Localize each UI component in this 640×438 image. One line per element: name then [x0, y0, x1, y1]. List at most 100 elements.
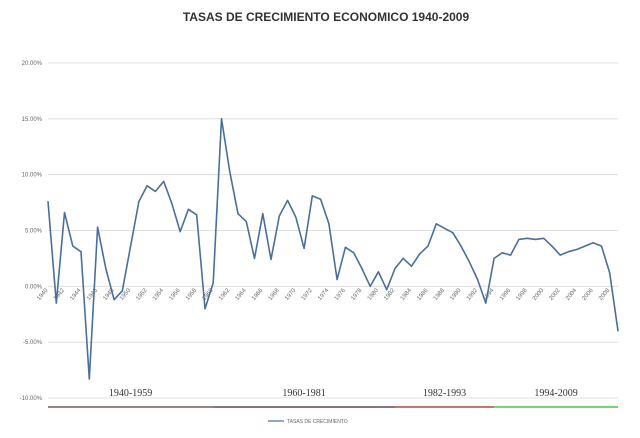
x-tick-label: 1982	[383, 287, 397, 302]
data-point	[402, 257, 404, 260]
data-point	[510, 254, 512, 256]
data-point	[526, 237, 528, 239]
data-point	[419, 253, 421, 255]
data-point	[600, 245, 603, 247]
x-tick-label: 2004	[565, 287, 579, 302]
data-point	[609, 272, 611, 274]
y-tick-label: 0.00%	[25, 284, 43, 290]
data-point	[63, 212, 66, 214]
data-point	[543, 237, 545, 239]
data-point	[534, 238, 536, 241]
data-point	[559, 254, 561, 256]
data-point	[220, 118, 223, 120]
x-tick-label: 1968	[268, 287, 282, 302]
y-tick-label: 5.00%	[25, 229, 43, 235]
data-point	[427, 245, 429, 247]
data-point	[336, 279, 338, 281]
data-point	[253, 257, 256, 260]
data-point	[386, 289, 388, 291]
x-tick-label: 1976	[334, 287, 348, 302]
data-point	[377, 271, 380, 273]
series-line	[47, 118, 619, 380]
data-point	[369, 285, 371, 287]
data-point	[196, 214, 198, 216]
x-tick-label: 2008	[598, 287, 612, 302]
data-point	[96, 226, 99, 228]
data-point	[138, 200, 140, 203]
x-tick-label: 1978	[350, 287, 364, 302]
data-point	[55, 302, 57, 304]
data-point	[88, 378, 90, 380]
data-point	[179, 231, 181, 233]
data-point	[105, 267, 107, 270]
data-point	[592, 242, 594, 244]
data-point	[460, 245, 462, 247]
data-point	[452, 232, 454, 234]
x-tick-label: 1962	[218, 287, 232, 302]
y-tick-label: 20.00%	[22, 61, 43, 67]
x-tick-label: 1946	[86, 287, 100, 302]
x-tick-label: 2000	[532, 287, 546, 302]
data-point	[518, 238, 520, 241]
x-tick-label: 1970	[284, 287, 298, 302]
period-annotations: 1940-1959 1960-1981 1982-1993 1994-2009	[48, 388, 618, 408]
data-point	[617, 330, 619, 332]
data-point	[113, 299, 115, 301]
data-point	[80, 251, 82, 253]
data-point	[501, 252, 503, 254]
x-tick-label: 1986	[416, 287, 430, 302]
data-point	[361, 267, 363, 270]
period-label: 1982-1993	[423, 388, 466, 399]
data-point	[311, 195, 313, 197]
x-tick-label: 1958	[185, 287, 199, 302]
data-point	[410, 265, 413, 267]
data-point	[328, 223, 330, 225]
x-tick-label: 2002	[549, 287, 563, 302]
data-point	[229, 170, 231, 172]
data-point	[476, 279, 479, 281]
x-tick-label: 1964	[235, 287, 249, 302]
data-point	[344, 246, 346, 248]
data-point	[303, 247, 305, 249]
data-point	[286, 199, 289, 201]
data-point	[72, 245, 74, 247]
data-point	[443, 227, 446, 229]
data-point	[47, 200, 49, 203]
x-tick-label: 1996	[499, 287, 513, 302]
x-tick-label: 1972	[301, 287, 315, 302]
data-point	[435, 223, 437, 225]
period-label: 1994-2009	[534, 388, 577, 399]
legend-label: TASAS DE CRECIMIENTO	[287, 419, 348, 425]
data-point	[163, 180, 165, 182]
data-point	[567, 251, 570, 253]
gridlines	[48, 62, 618, 399]
x-tick-label: 1966	[251, 287, 265, 302]
y-tick-label: 10.00%	[22, 173, 43, 179]
data-point	[485, 302, 487, 304]
data-point	[204, 308, 206, 310]
data-point	[237, 213, 239, 215]
x-tick-label: 1980	[367, 287, 381, 302]
data-point	[584, 245, 586, 247]
data-point	[493, 257, 495, 260]
x-tick-label: 1954	[152, 287, 166, 302]
x-tick-label: 2006	[582, 287, 596, 302]
legend: TASAS DE CRECIMIENTO	[268, 419, 348, 425]
period-label: 1940-1959	[109, 388, 152, 399]
data-point	[295, 216, 297, 218]
data-point	[245, 220, 247, 223]
x-tick-label: 1998	[515, 287, 529, 302]
data-point	[576, 248, 578, 251]
data-point	[171, 203, 173, 205]
x-tick-label: 1988	[433, 287, 447, 302]
x-tick-label: 1950	[119, 287, 133, 302]
data-point	[270, 258, 272, 261]
x-tick-label: 1992	[466, 287, 480, 302]
x-tick-label: 1952	[135, 287, 149, 302]
y-tick-label: -10.00%	[20, 396, 43, 402]
data-point	[212, 282, 214, 284]
x-tick-label: 1990	[449, 287, 463, 302]
x-tick-label: 1974	[317, 287, 331, 302]
x-tick-label: 1956	[169, 287, 183, 302]
